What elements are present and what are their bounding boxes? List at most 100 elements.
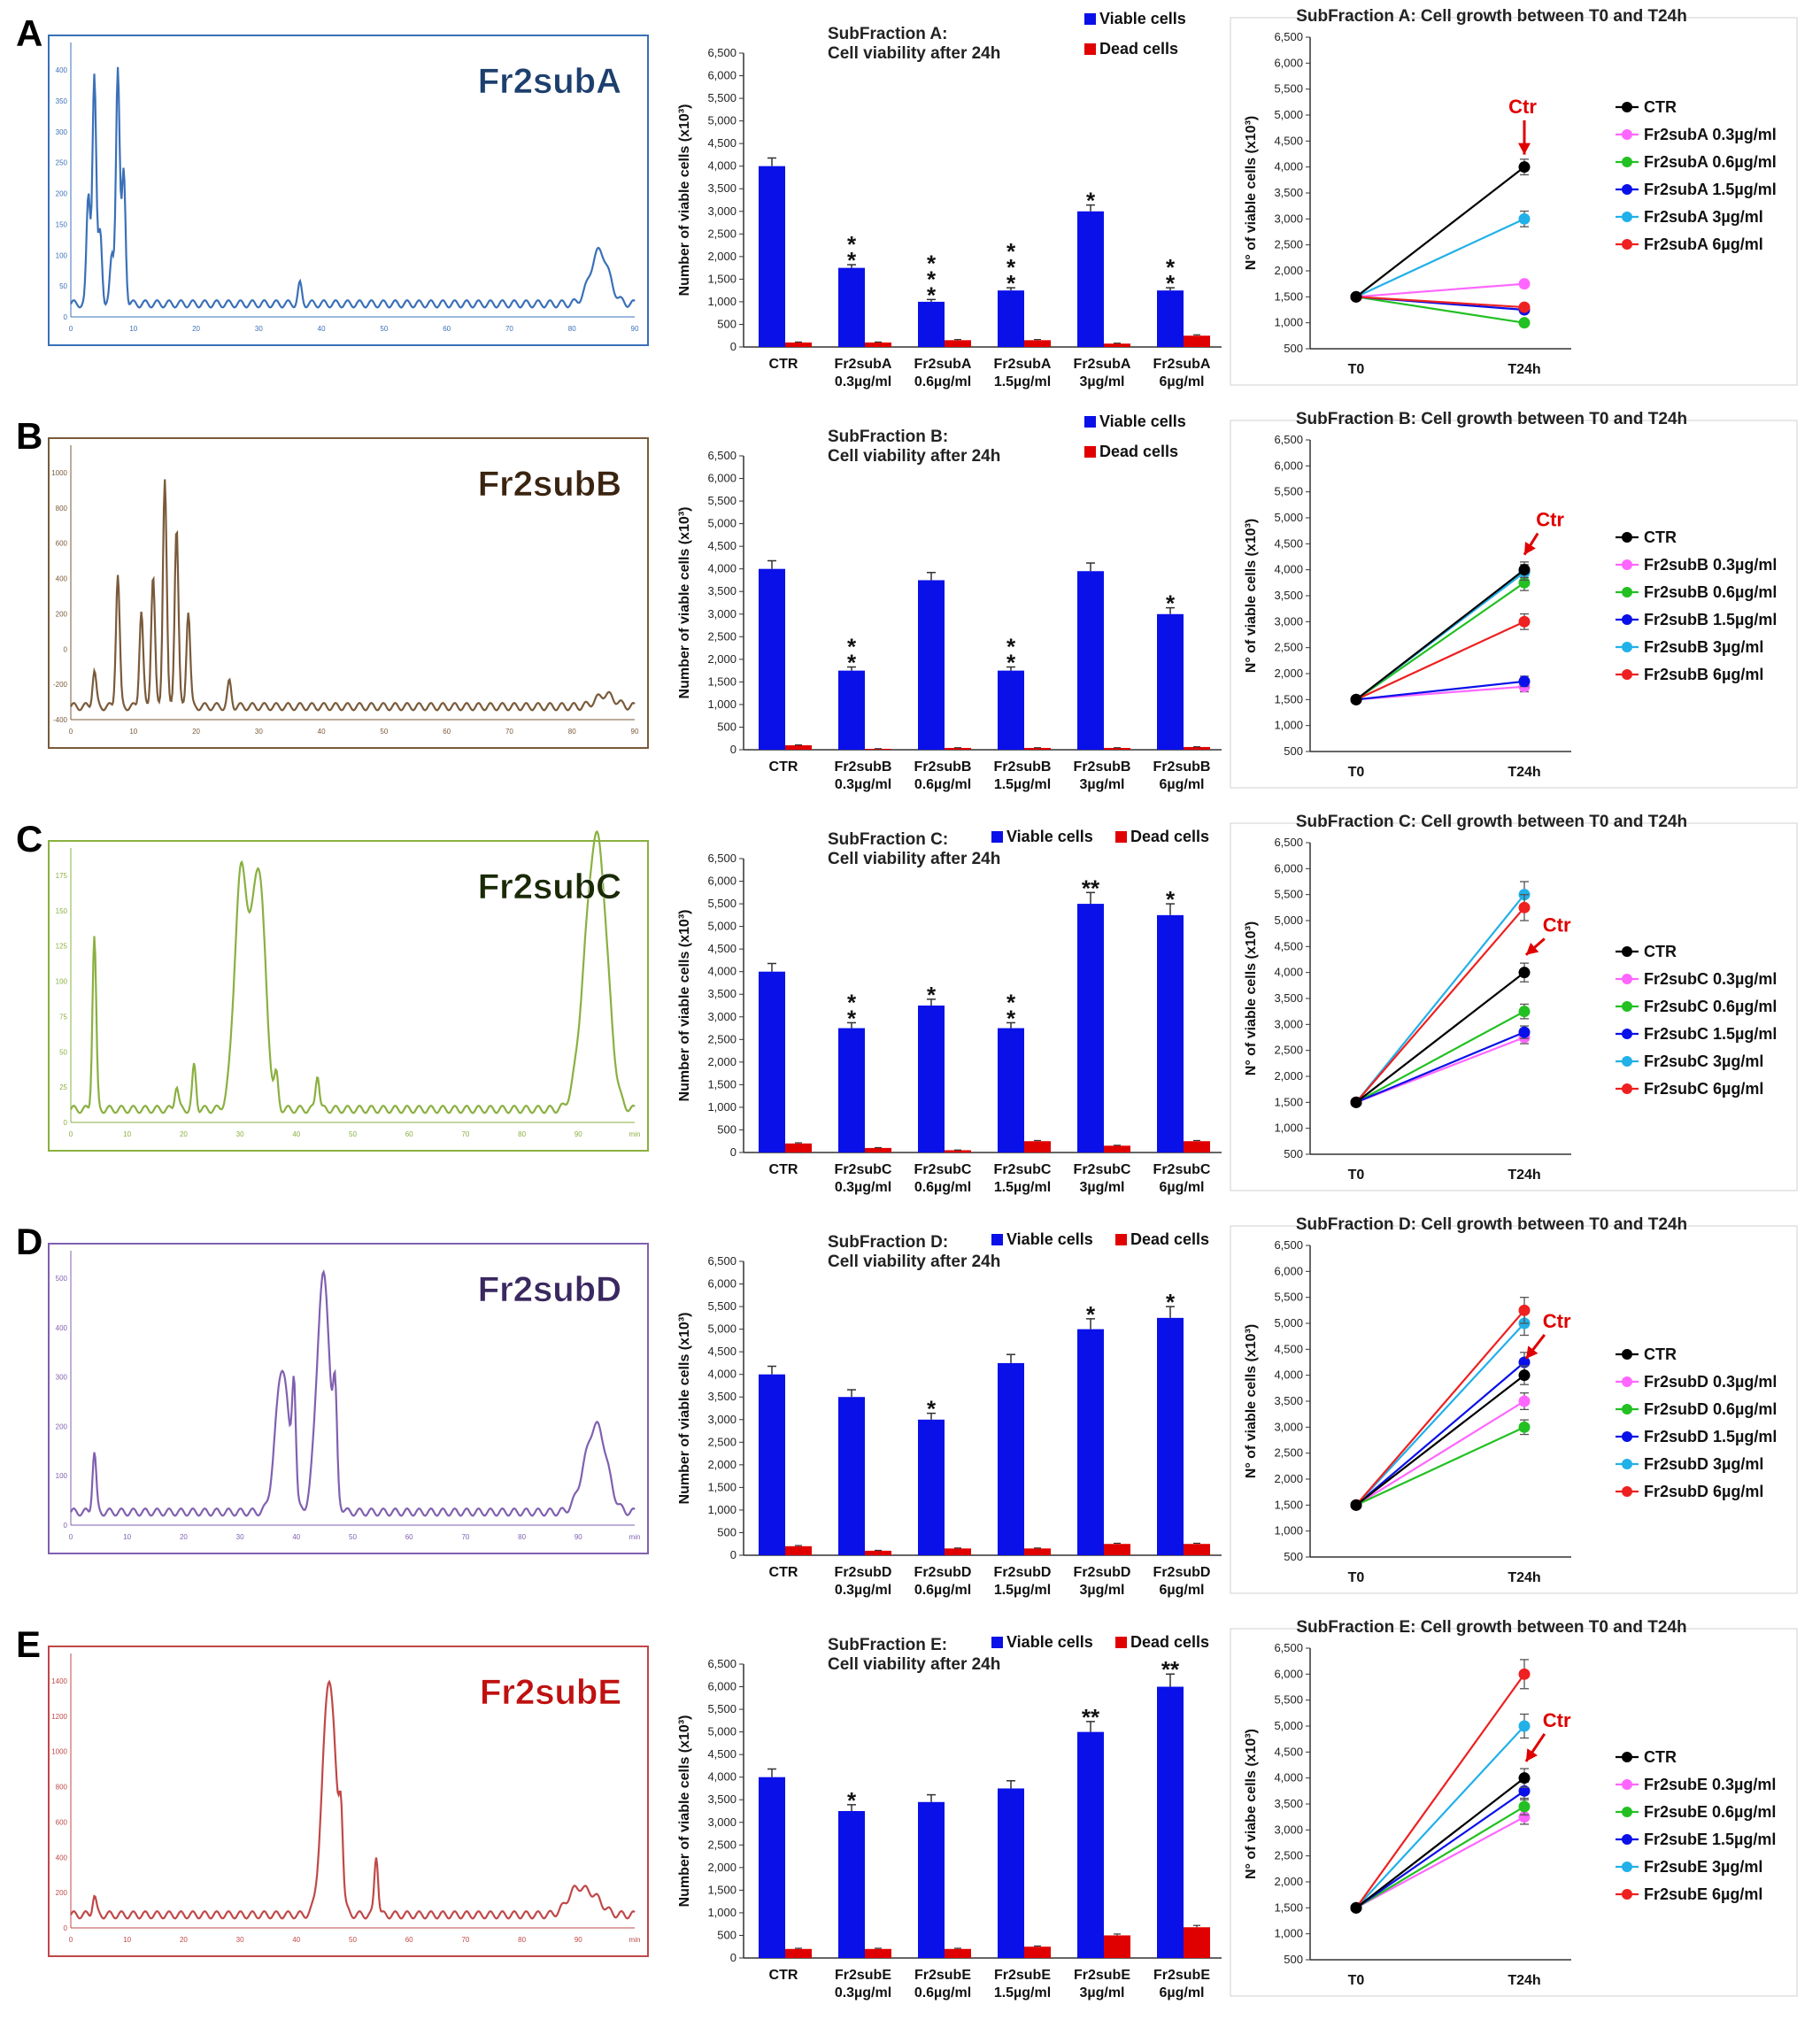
y-tick-label: 6,000 [1274,1667,1303,1680]
legend-label: Fr2subC 3µg/ml [1644,1052,1763,1070]
chromatogram-x-tick: 50 [349,1936,357,1944]
y-tick-label: 3,000 [1274,1823,1303,1836]
y-tick-label: 500 [717,1122,736,1136]
legend-swatch-viable [991,1637,1003,1648]
legend-label: Dead cells [1099,443,1178,460]
category-label-line: 3µg/ml [1079,777,1124,792]
significance-star: * [1006,270,1016,297]
y-tick-label: 6,500 [1274,433,1303,446]
category-label-line: Fr2subC [1074,1162,1131,1177]
chromatogram-x-tick: min [629,1130,641,1138]
panel-B: B -400 -200 0 200 400 600 800 1000 0 10 20 30 40 50 60 7… [16,415,649,749]
category-label-line: Fr2subE [914,1968,971,1983]
series-line [1355,1777,1525,1909]
chromatogram-x-tick: 70 [505,325,513,333]
y-tick-label: 4,000 [1274,1368,1303,1382]
y-tick-label: 6,000 [707,875,736,888]
y-tick-label: 500 [717,317,736,330]
y-tick-label: 4,000 [1274,966,1303,979]
category-label-line: Fr2subE [1074,1968,1130,1983]
significance-star: * [1086,1301,1096,1328]
legend-label: Dead cells [1130,1230,1209,1248]
legend-marker [1622,239,1632,250]
bar-viable [838,1811,865,1958]
y-tick-label: 500 [1284,744,1303,758]
category-label-line: Fr2subD [1074,1565,1131,1580]
legend-marker [1622,1083,1632,1094]
series-point [1518,317,1531,329]
category-label-line: 0.3µg/ml [835,1985,891,2000]
category-label-line: CTR [769,1162,798,1177]
legend-label: CTR [1644,528,1677,546]
chromatogram-x-tick: 60 [443,728,451,736]
legend-marker [1622,1752,1632,1762]
legend-marker [1622,157,1632,167]
series-point [1518,1421,1531,1433]
chromatogram-frame [48,1646,649,1957]
category-label: Fr2subD 6µg/ml [1153,1565,1211,1598]
bar-dead [785,1143,812,1152]
legend-label: Fr2subB 6µg/ml [1644,666,1763,683]
chromatogram-x-tick: 10 [123,1130,131,1138]
category-label-line: 0.3µg/ml [835,777,891,792]
chromatogram-y-tick: 75 [59,1013,67,1021]
legend-marker [1622,559,1632,570]
bar-viable [759,568,785,750]
category-label-line: 0.3µg/ml [835,1180,891,1195]
y-tick-label: 2,000 [707,1458,736,1471]
y-axis-label: N° of viable cells (x10³) [1244,921,1259,1075]
legend-label: Fr2subE 1.5µg/ml [1644,1831,1776,1848]
category-label-line: Fr2subC [1153,1162,1211,1177]
bar-chart-title-line: SubFraction B: [828,428,948,446]
category-label: Fr2subA 6µg/ml [1153,357,1211,389]
chromatogram-x-tick: 90 [575,1533,582,1541]
chromatogram-x-tick: 0 [69,1936,73,1944]
category-label-line: Fr2subC [835,1162,892,1177]
legend-label: Fr2subC 1.5µg/ml [1644,1025,1777,1043]
panel-letter: D [16,1221,42,1262]
legend-label: Fr2subD 6µg/ml [1644,1483,1763,1500]
bar-viable [918,301,945,347]
category-label-line: Fr2subE [835,1968,891,1983]
x-tick-label: T0 [1348,765,1365,780]
line-chart-frame [1230,420,1798,789]
series-point [1518,1006,1531,1018]
series-point [1350,290,1362,303]
significance-star: * [1166,590,1176,617]
legend-marker [1622,642,1632,652]
series-line [1355,1374,1525,1507]
chromatogram-y-tick: 100 [56,978,68,986]
chromatogram-frame [48,35,649,346]
series-point [1518,564,1531,576]
chromatogram-y-tick: 300 [56,1374,68,1382]
chromatogram-y-tick: 0 [64,645,68,653]
panel-letter: B [16,415,42,457]
legend-marker [1622,669,1632,680]
y-tick-label: 4,500 [707,942,736,955]
bar-dead [865,1550,891,1555]
chromatogram-y-tick: 1000 [51,1748,67,1756]
y-tick-label: 0 [730,340,736,353]
bar-chart-title-line: SubFraction D: [828,1233,948,1252]
legend-marker [1622,1807,1632,1817]
chromatogram-y-tick: 200 [56,1422,68,1430]
category-label-line: 6µg/ml [1159,777,1204,792]
legend-label: Fr2subB 0.3µg/ml [1644,556,1777,574]
category-label: Fr2subD 0.3µg/ml [835,1565,892,1598]
category-label: Fr2subD 0.6µg/ml [914,1565,972,1598]
chromatogram-y-tick: 100 [56,1472,68,1480]
line-chart-frame [1230,1628,1798,1997]
significance-star: * [1166,270,1176,297]
significance-star: * [927,266,937,292]
bar-viable [838,267,865,347]
y-axis-label: Number of viable cells (x10³) [677,910,692,1102]
significance-star: * [1006,238,1016,265]
chromatogram-y-tick: -200 [53,681,68,689]
category-label-line: Fr2subC [994,1162,1052,1177]
y-tick-label: 500 [1284,342,1303,355]
series-point [1518,1026,1531,1038]
y-tick-label: 1,000 [1274,1927,1303,1940]
category-label-line: 1.5µg/ml [994,1985,1051,2000]
x-tick-label: T24h [1508,1973,1540,1988]
